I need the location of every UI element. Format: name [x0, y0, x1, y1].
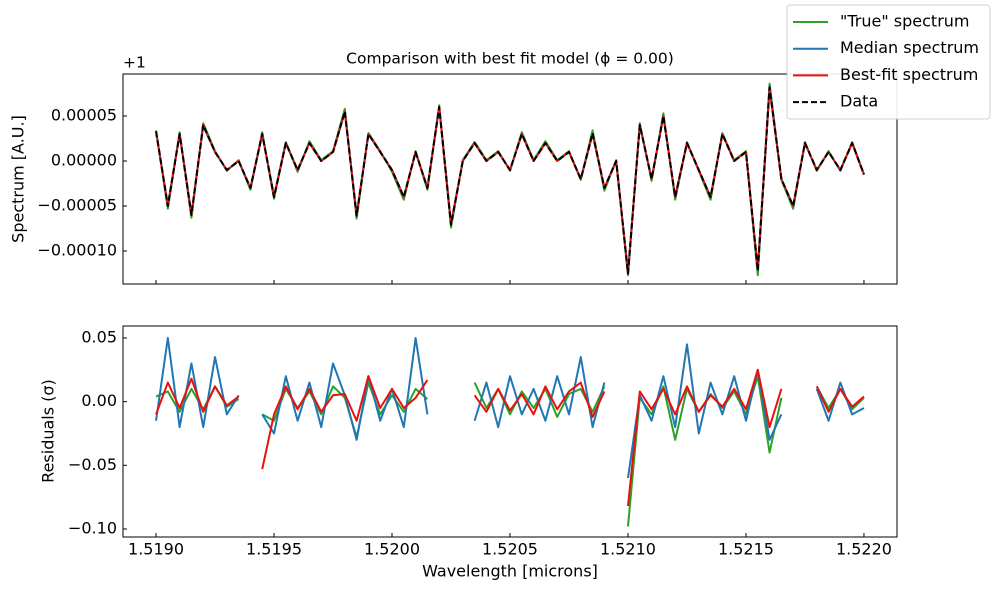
data-line — [155, 82, 865, 277]
legend-label: Data — [840, 92, 878, 111]
x-tick-label: 1.5215 — [718, 540, 774, 559]
x-tick-label: 1.5190 — [128, 540, 184, 559]
data-line — [155, 336, 865, 479]
x-tick-label: 1.5205 — [482, 540, 538, 559]
data-line — [155, 368, 865, 507]
y-tick-label: 0.00000 — [51, 151, 117, 170]
y-tick-label: 0.00 — [81, 391, 117, 410]
legend-label: Median spectrum — [840, 38, 979, 57]
axes-frame — [122, 325, 898, 538]
y-offset-label: +1 — [123, 54, 146, 72]
y-tick-label: −0.00010 — [37, 240, 117, 259]
x-tick-label: 1.5195 — [246, 540, 302, 559]
legend-box — [786, 4, 991, 120]
legend-label: "True" spectrum — [840, 12, 970, 31]
y-axis-label: Spectrum [A.U.] — [9, 115, 28, 243]
data-line — [155, 86, 865, 275]
x-tick-label: 1.5200 — [364, 540, 420, 559]
y-tick-label: 0.00005 — [51, 106, 117, 125]
chart-title: Comparison with best fit model (ϕ = 0.00… — [346, 50, 674, 68]
legend: "True" spectrum Median spectrum Best-fit s… — [786, 4, 991, 120]
y-tick-label: 0.05 — [81, 327, 117, 346]
x-tick-label: 1.5220 — [836, 540, 892, 559]
y-tick-label: −0.10 — [68, 518, 117, 537]
data-line — [155, 88, 865, 275]
y-axis-label: Residuals (σ) — [39, 379, 58, 483]
legend-label: Best-fit spectrum — [840, 65, 978, 84]
y-tick-label: −0.00005 — [37, 195, 117, 214]
y-tick-label: −0.05 — [68, 455, 117, 474]
x-axis-label: Wavelength [microns] — [422, 562, 598, 581]
data-line — [155, 85, 865, 274]
data-line — [155, 375, 865, 527]
x-tick-label: 1.5210 — [600, 540, 656, 559]
